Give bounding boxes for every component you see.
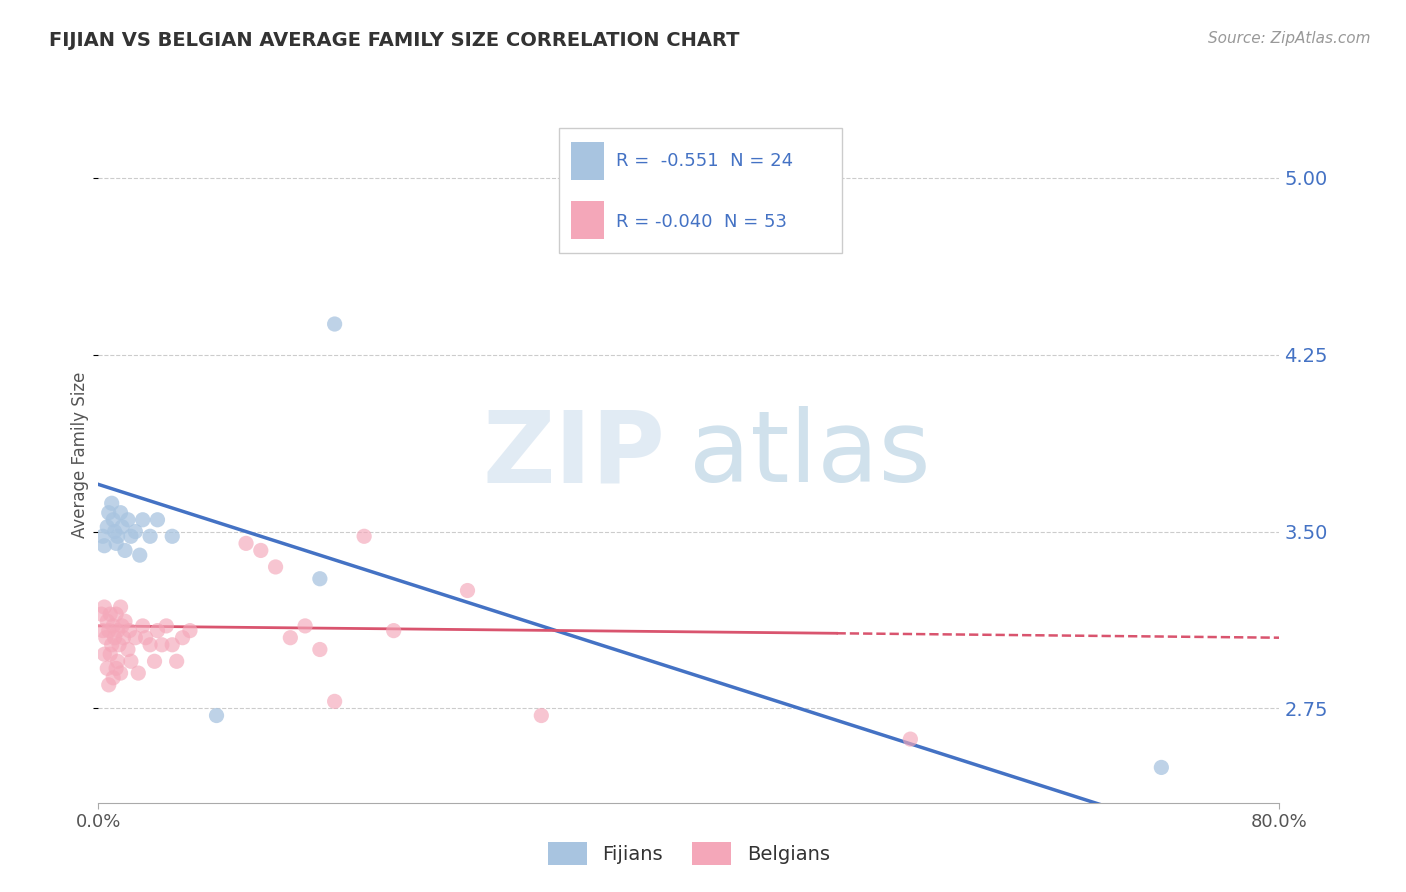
Point (97, 624, 120, 638)
Y-axis label: Average Family Size: Average Family Size (72, 372, 90, 538)
Legend: Fijians, Belgians: Fijians, Belgians (540, 834, 838, 873)
Point (146, 624, 169, 638)
Point (103, 671, 125, 685)
Point (93, 647, 115, 661)
Point (155, 619, 177, 633)
Point (98, 647, 121, 661)
Point (104, 524, 127, 539)
Point (124, 631, 146, 645)
Point (132, 619, 155, 633)
Point (278, 631, 302, 645)
Point (900, 732, 922, 747)
Point (530, 708, 553, 723)
Point (93, 539, 115, 553)
Point (103, 513, 125, 527)
Point (117, 513, 139, 527)
Point (105, 661, 128, 675)
Point (309, 572, 332, 586)
Point (111, 520, 134, 534)
Point (105, 607, 128, 621)
Point (124, 524, 146, 539)
Text: atlas: atlas (689, 407, 931, 503)
Point (114, 614, 136, 628)
Point (91, 529, 114, 543)
Point (143, 654, 166, 668)
Point (114, 543, 136, 558)
Point (323, 694, 346, 708)
Point (97, 678, 120, 692)
Point (90, 607, 112, 621)
Point (139, 529, 162, 543)
Point (456, 583, 478, 598)
Point (132, 513, 155, 527)
Point (294, 619, 316, 633)
Point (110, 600, 132, 615)
Point (235, 536, 257, 550)
Point (128, 548, 150, 562)
Point (162, 529, 183, 543)
Point (93, 600, 115, 615)
Point (96, 661, 118, 675)
Point (135, 631, 157, 645)
Point (309, 642, 332, 657)
Point (107, 654, 129, 668)
Point (107, 529, 129, 543)
Point (120, 654, 142, 668)
FancyBboxPatch shape (571, 201, 605, 239)
Point (166, 654, 188, 668)
Point (139, 638, 162, 652)
Point (112, 631, 135, 645)
Point (353, 529, 375, 543)
Point (104, 631, 127, 645)
Point (250, 543, 273, 558)
Point (179, 624, 201, 638)
Point (117, 642, 139, 657)
Point (96, 614, 118, 628)
Point (91, 624, 114, 638)
Point (1150, 760, 1173, 774)
Point (107, 624, 129, 638)
Point (110, 506, 132, 520)
Point (162, 638, 183, 652)
Point (150, 638, 173, 652)
Point (264, 560, 287, 574)
Point (94, 631, 117, 645)
FancyBboxPatch shape (571, 142, 605, 180)
Point (172, 631, 194, 645)
Point (146, 513, 169, 527)
Text: ZIP: ZIP (482, 407, 665, 503)
Point (120, 529, 142, 543)
Point (110, 666, 132, 681)
Point (100, 496, 122, 510)
Text: R =  -0.551  N = 24: R = -0.551 N = 24 (616, 153, 793, 170)
Point (205, 708, 228, 723)
Point (111, 619, 134, 633)
Point (105, 536, 128, 550)
Text: Source: ZipAtlas.com: Source: ZipAtlas.com (1208, 31, 1371, 46)
Point (97, 506, 120, 520)
Point (382, 624, 405, 638)
Text: R = -0.040  N = 53: R = -0.040 N = 53 (616, 213, 787, 231)
Point (108, 638, 131, 652)
Point (127, 666, 149, 681)
Point (118, 624, 141, 638)
Point (103, 619, 125, 633)
Point (100, 638, 122, 652)
Text: FIJIAN VS BELGIAN AVERAGE FAMILY SIZE CORRELATION CHART: FIJIAN VS BELGIAN AVERAGE FAMILY SIZE CO… (49, 31, 740, 50)
Point (96, 520, 118, 534)
Point (323, 317, 346, 331)
FancyBboxPatch shape (560, 128, 842, 253)
Point (98, 607, 121, 621)
